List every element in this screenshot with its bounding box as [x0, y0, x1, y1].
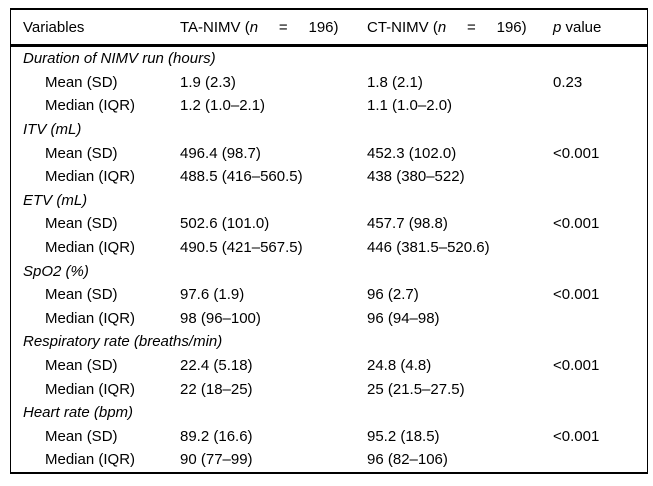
table-row: Mean (SD) 496.4 (98.7) 452.3 (102.0) <0.…	[11, 141, 647, 165]
table-row: Median (IQR) 98 (96–100) 96 (94–98)	[11, 307, 647, 331]
p-value: <0.001	[553, 286, 600, 304]
table-row: Mean (SD) 97.6 (1.9) 96 (2.7) <0.001	[11, 283, 647, 307]
section-title-row: Heart rate (bpm)	[11, 401, 647, 425]
row-label: Mean (SD)	[45, 357, 118, 375]
section-title: ETV (mL)	[23, 191, 88, 209]
row-label: Mean (SD)	[45, 215, 118, 233]
section-title-row: SpO2 (%)	[11, 259, 647, 283]
ct-header-prefix: CT-NIMV (	[367, 18, 438, 36]
ct-nimv-value: 1.1 (1.0–2.0)	[367, 97, 453, 115]
ta-nimv-value: 97.6 (1.9)	[180, 286, 245, 304]
ct-nimv-value: 96 (2.7)	[367, 286, 419, 304]
table-row: Mean (SD) 22.4 (5.18) 24.8 (4.8) <0.001	[11, 354, 647, 378]
section-title: Duration of NIMV run (hours)	[23, 50, 216, 68]
ta-nimv-value: 89.2 (16.6)	[180, 427, 253, 445]
table-row: Mean (SD) 89.2 (16.6) 95.2 (18.5) <0.001	[11, 425, 647, 449]
section-title-row: ITV (mL)	[11, 118, 647, 142]
ta-header-n: n	[249, 18, 259, 36]
section-title: ITV (mL)	[23, 121, 82, 139]
ct-header-n: n	[437, 18, 447, 36]
row-label: Mean (SD)	[45, 73, 118, 91]
p-header-p: p	[553, 18, 562, 36]
statistics-table: Variables TA-NIMV (n = 196) CT-NIMV (n =…	[10, 8, 648, 474]
section-title-row: ETV (mL)	[11, 189, 647, 213]
row-label: Median (IQR)	[45, 451, 136, 469]
table-row: Median (IQR) 490.5 (421–567.5) 446 (381.…	[11, 236, 647, 260]
table-row: Median (IQR) 1.2 (1.0–2.1) 1.1 (1.0–2.0)	[11, 94, 647, 118]
ta-nimv-value: 490.5 (421–567.5)	[180, 239, 303, 257]
column-header-variables: Variables	[23, 18, 85, 36]
ct-nimv-value: 1.8 (2.1)	[367, 73, 423, 91]
column-header-p-value: p value	[553, 19, 647, 36]
ct-nimv-value: 446 (381.5–520.6)	[367, 239, 490, 257]
ct-header-suffix: = 196)	[446, 18, 527, 36]
row-label: Median (IQR)	[45, 380, 136, 398]
ta-header-prefix: TA-NIMV (	[180, 18, 250, 36]
row-label: Mean (SD)	[45, 286, 118, 304]
row-label: Median (IQR)	[45, 309, 136, 327]
ta-nimv-value: 1.2 (1.0–2.1)	[180, 97, 266, 115]
ct-nimv-value: 96 (82–106)	[367, 451, 448, 469]
ta-header-suffix: = 196)	[258, 18, 339, 36]
ta-nimv-value: 22.4 (5.18)	[180, 357, 253, 375]
p-value: <0.001	[553, 357, 600, 375]
column-header-ta-nimv: TA-NIMV (n = 196)	[180, 19, 367, 36]
ct-nimv-value: 452.3 (102.0)	[367, 144, 457, 162]
section-title: SpO2 (%)	[23, 262, 89, 280]
ct-nimv-value: 457.7 (98.8)	[367, 215, 448, 233]
p-value: <0.001	[553, 215, 600, 233]
section-title-row: Respiratory rate (breaths/min)	[11, 330, 647, 354]
row-label: Median (IQR)	[45, 239, 136, 257]
ta-nimv-value: 98 (96–100)	[180, 309, 261, 327]
p-value: <0.001	[553, 427, 600, 445]
ct-nimv-value: 24.8 (4.8)	[367, 357, 432, 375]
ta-nimv-value: 488.5 (416–560.5)	[180, 168, 303, 186]
table-header-row: Variables TA-NIMV (n = 196) CT-NIMV (n =…	[11, 10, 647, 47]
section-title-row: Duration of NIMV run (hours)	[11, 47, 647, 71]
p-header-rest: value	[561, 18, 602, 36]
ct-nimv-value: 438 (380–522)	[367, 168, 465, 186]
p-value: <0.001	[553, 144, 600, 162]
table-row: Mean (SD) 502.6 (101.0) 457.7 (98.8) <0.…	[11, 212, 647, 236]
ta-nimv-value: 502.6 (101.0)	[180, 215, 270, 233]
p-value: 0.23	[553, 73, 583, 91]
table-row: Median (IQR) 90 (77–99) 96 (82–106)	[11, 448, 647, 472]
table-row: Mean (SD) 1.9 (2.3) 1.8 (2.1) 0.23	[11, 71, 647, 95]
ta-nimv-value: 1.9 (2.3)	[180, 73, 236, 91]
row-label: Mean (SD)	[45, 427, 118, 445]
ta-nimv-value: 22 (18–25)	[180, 380, 253, 398]
table-row: Median (IQR) 22 (18–25) 25 (21.5–27.5)	[11, 377, 647, 401]
section-title: Heart rate (bpm)	[23, 404, 134, 422]
ta-nimv-value: 496.4 (98.7)	[180, 144, 261, 162]
section-title: Respiratory rate (breaths/min)	[23, 333, 223, 351]
ta-nimv-value: 90 (77–99)	[180, 451, 253, 469]
ct-nimv-value: 95.2 (18.5)	[367, 427, 440, 445]
row-label: Mean (SD)	[45, 144, 118, 162]
ct-nimv-value: 96 (94–98)	[367, 309, 440, 327]
row-label: Median (IQR)	[45, 97, 136, 115]
row-label: Median (IQR)	[45, 168, 136, 186]
ct-nimv-value: 25 (21.5–27.5)	[367, 380, 465, 398]
column-header-ct-nimv: CT-NIMV (n = 196)	[367, 19, 553, 36]
table-row: Median (IQR) 488.5 (416–560.5) 438 (380–…	[11, 165, 647, 189]
